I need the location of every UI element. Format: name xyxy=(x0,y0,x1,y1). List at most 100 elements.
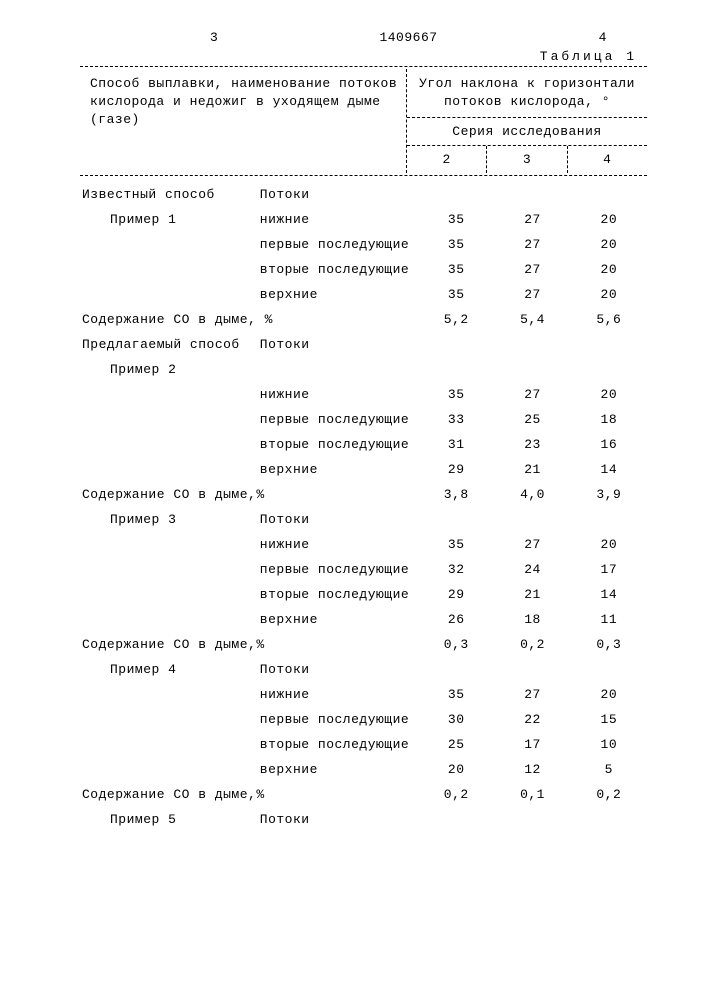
cell-value xyxy=(494,657,570,682)
cell-value xyxy=(418,332,494,357)
header-col-4: 4 xyxy=(567,146,647,173)
cell-value: 12 xyxy=(494,757,570,782)
row-label-1: Пример 4 xyxy=(80,657,258,682)
row-label-1: Пример 2 xyxy=(80,357,258,382)
cell-value: 3,8 xyxy=(418,482,494,507)
cell-value: 27 xyxy=(494,382,570,407)
cell-value xyxy=(494,182,570,207)
row-label-1: Предлагаемый способ xyxy=(80,332,258,357)
cell-value: 25 xyxy=(418,732,494,757)
row-label-2: вторые последующие xyxy=(258,432,418,457)
row-label: Содержание СО в дыме, % xyxy=(80,307,418,332)
cell-value: 14 xyxy=(571,457,647,482)
row-label-1 xyxy=(80,432,258,457)
row-label-1 xyxy=(80,457,258,482)
cell-value xyxy=(418,807,494,832)
row-label-1: Пример 5 xyxy=(80,807,258,832)
row-label-1 xyxy=(80,282,258,307)
cell-value: 0,2 xyxy=(571,782,647,807)
row-label-2: нижние xyxy=(258,532,418,557)
cell-value: 35 xyxy=(418,282,494,307)
cell-value xyxy=(418,507,494,532)
cell-value: 22 xyxy=(494,707,570,732)
header-angle-label: Угол наклона к горизонтали потоков кисло… xyxy=(407,69,647,118)
cell-value: 20 xyxy=(571,207,647,232)
cell-value xyxy=(418,182,494,207)
row-label-1 xyxy=(80,582,258,607)
table-header: Способ выплавки, наименование потоков ки… xyxy=(80,69,647,173)
cell-value: 0,1 xyxy=(494,782,570,807)
page-num-right: 4 xyxy=(599,30,607,45)
row-label: Содержание СО в дыме,% xyxy=(80,632,418,657)
cell-value: 21 xyxy=(494,457,570,482)
cell-value: 35 xyxy=(418,382,494,407)
cell-value: 25 xyxy=(494,407,570,432)
row-label-1 xyxy=(80,532,258,557)
row-label-2: вторые последующие xyxy=(258,582,418,607)
cell-value: 27 xyxy=(494,232,570,257)
table-row: Содержание СО в дыме,%0,30,20,3 xyxy=(80,632,647,657)
cell-value xyxy=(571,807,647,832)
cell-value: 35 xyxy=(418,682,494,707)
row-label-2: Потоки xyxy=(258,507,418,532)
cell-value xyxy=(418,357,494,382)
row-label: Содержание СО в дыме,% xyxy=(80,482,418,507)
cell-value: 35 xyxy=(418,257,494,282)
table-row: верхние292114 xyxy=(80,457,647,482)
table-row: нижние352720 xyxy=(80,682,647,707)
row-label-2: верхние xyxy=(258,457,418,482)
table-row: Содержание СО в дыме, %5,25,45,6 xyxy=(80,307,647,332)
table-row: нижние352720 xyxy=(80,382,647,407)
table-row: Пример 5Потоки xyxy=(80,807,647,832)
table-row: вторые последующие352720 xyxy=(80,257,647,282)
row-label-1 xyxy=(80,257,258,282)
header-left-label: Способ выплавки, наименование потоков ки… xyxy=(80,69,406,173)
table-row: Содержание СО в дыме,%3,84,03,9 xyxy=(80,482,647,507)
cell-value xyxy=(571,182,647,207)
cell-value: 35 xyxy=(418,532,494,557)
cell-value: 31 xyxy=(418,432,494,457)
table-row: Пример 2 xyxy=(80,357,647,382)
row-label-1 xyxy=(80,557,258,582)
cell-value: 35 xyxy=(418,207,494,232)
table-row: Предлагаемый способПотоки xyxy=(80,332,647,357)
cell-value xyxy=(494,807,570,832)
cell-value: 14 xyxy=(571,582,647,607)
row-label-2: верхние xyxy=(258,757,418,782)
cell-value: 20 xyxy=(571,282,647,307)
cell-value xyxy=(494,332,570,357)
cell-value: 21 xyxy=(494,582,570,607)
cell-value: 18 xyxy=(494,607,570,632)
cell-value: 0,3 xyxy=(571,632,647,657)
table-row: Пример 4Потоки xyxy=(80,657,647,682)
cell-value: 20 xyxy=(418,757,494,782)
row-label-1 xyxy=(80,732,258,757)
row-label-2: нижние xyxy=(258,207,418,232)
row-label-2: верхние xyxy=(258,282,418,307)
cell-value xyxy=(494,357,570,382)
row-label-1 xyxy=(80,707,258,732)
row-label-1 xyxy=(80,607,258,632)
cell-value xyxy=(571,357,647,382)
cell-value: 17 xyxy=(571,557,647,582)
cell-value: 5,6 xyxy=(571,307,647,332)
table-row: вторые последующие251710 xyxy=(80,732,647,757)
cell-value xyxy=(571,332,647,357)
row-label-2: Потоки xyxy=(258,332,418,357)
cell-value: 17 xyxy=(494,732,570,757)
cell-value: 0,2 xyxy=(418,782,494,807)
table-row: первые последующие322417 xyxy=(80,557,647,582)
table-row: первые последующие332518 xyxy=(80,407,647,432)
row-label-1 xyxy=(80,232,258,257)
table-row: Содержание СО в дыме,%0,20,10,2 xyxy=(80,782,647,807)
row-label-2: Потоки xyxy=(258,182,418,207)
cell-value: 27 xyxy=(494,532,570,557)
cell-value: 27 xyxy=(494,682,570,707)
page-header: 3 1409667 4 xyxy=(80,30,647,45)
rule-top xyxy=(80,66,647,67)
row-label-1: Известный способ xyxy=(80,182,258,207)
table-row: Пример 3Потоки xyxy=(80,507,647,532)
cell-value: 11 xyxy=(571,607,647,632)
cell-value: 27 xyxy=(494,207,570,232)
cell-value: 5,4 xyxy=(494,307,570,332)
